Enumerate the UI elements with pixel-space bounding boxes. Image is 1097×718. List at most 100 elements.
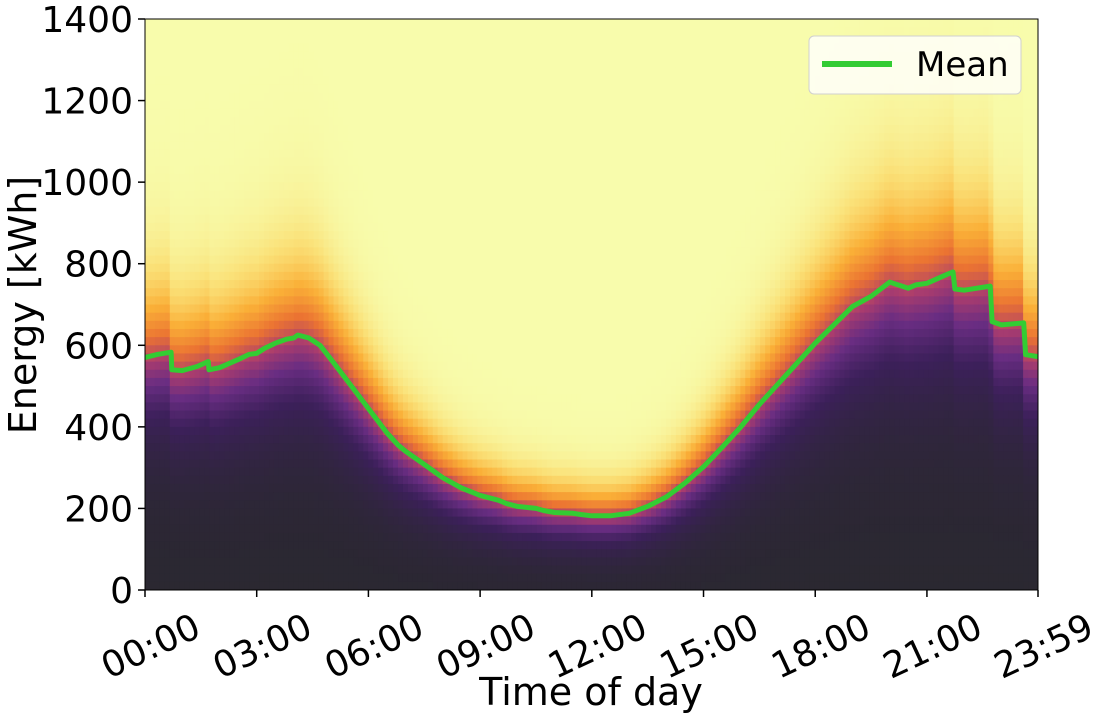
heatmap-cell [199,125,206,134]
heatmap-cell [417,516,424,526]
heatmap-cell [373,435,379,444]
heatmap-cell [442,361,449,371]
heatmap-cell [333,59,340,69]
heatmap-cell [378,353,384,363]
heatmap-cell [179,173,186,183]
heatmap-cell [437,565,444,575]
heatmap-cell [189,108,196,118]
heatmap-cell [363,125,369,134]
heatmap-cell [353,467,359,477]
heatmap-cell [427,239,434,248]
heatmap-cell [343,67,349,77]
heatmap-cell [194,165,201,175]
heatmap-cell [343,149,349,159]
heatmap-cell [482,198,488,208]
heatmap-cell [437,541,444,550]
heatmap-cell [145,141,151,151]
heatmap-cell [318,51,325,61]
heatmap-cell [447,19,454,28]
heatmap-cell [393,492,399,501]
heatmap-cell [383,581,389,590]
heatmap-cell [407,524,414,534]
heatmap-cell [224,43,230,53]
heatmap-cell [393,43,399,53]
heatmap-cell [492,573,498,583]
heatmap-cell [368,133,374,142]
heatmap-cell [383,255,389,265]
heatmap-cell [407,475,414,485]
heatmap-cell [368,467,374,477]
heatmap-cell [318,361,325,371]
heatmap-cell [457,402,464,412]
heatmap-cell [412,475,419,485]
heatmap-cell [164,141,171,151]
heatmap-cell [343,231,349,240]
heatmap-cell [189,581,196,590]
heatmap-cell [457,353,464,363]
heatmap-cell [422,198,429,208]
heatmap-cell [154,182,161,191]
heatmap-cell [323,459,330,469]
heatmap-cell [348,532,354,542]
heatmap-cell [373,377,379,387]
heatmap-cell [199,84,206,94]
heatmap-cell [427,573,434,583]
heatmap-cell [164,198,171,208]
heatmap-cell [234,312,240,322]
heatmap-cell [254,27,260,36]
heatmap-cell [398,125,404,134]
heatmap-cell [412,76,419,85]
heatmap-cell [358,557,364,567]
heatmap-cell [422,377,429,387]
heatmap-cell [447,353,454,363]
heatmap-cell [145,198,151,208]
heatmap-cell [432,402,439,412]
heatmap-cell [278,173,285,183]
heatmap-cell [184,565,191,575]
heatmap-cell [402,581,409,590]
heatmap-cell [457,173,464,183]
heatmap-cell [487,19,493,28]
heatmap-cell [333,443,340,452]
heatmap-cell [204,565,211,575]
heatmap-cell [154,337,161,346]
heatmap-cell [293,190,300,200]
heatmap-cell [145,549,151,558]
heatmap-cell [219,190,225,200]
heatmap-cell [313,271,320,281]
heatmap-cell [288,157,295,167]
heatmap-cell [368,288,374,297]
heatmap-cell [447,43,454,53]
heatmap-cell [437,59,444,69]
heatmap-cell [402,280,409,289]
heatmap-cell [318,451,325,461]
heatmap-cell [388,157,394,167]
heatmap-cell [273,288,280,297]
heatmap-cell [333,280,340,289]
heatmap-cell [388,173,394,183]
heatmap-cell [348,451,354,461]
heatmap-cell [288,296,295,306]
heatmap-cell [472,410,478,420]
heatmap-cell [145,337,151,346]
heatmap-cell [303,239,310,248]
heatmap-cell [184,337,191,346]
heatmap-cell [343,418,349,428]
heatmap-cell [447,108,454,118]
heatmap-cell [472,100,478,110]
heatmap-cell [417,239,424,248]
heatmap-cell [264,198,270,208]
heatmap-cell [422,100,429,110]
heatmap-cell [432,27,439,36]
heatmap-cell [368,141,374,151]
heatmap-cell [234,247,240,257]
heatmap-cell [472,581,478,590]
heatmap-cell [462,304,469,314]
heatmap-cell [368,271,374,281]
heatmap-cell [407,492,414,501]
heatmap-cell [472,557,478,567]
heatmap-cell [204,76,211,85]
heatmap-cell [259,190,265,200]
heatmap-cell [199,418,206,428]
heatmap-cell [288,573,295,583]
